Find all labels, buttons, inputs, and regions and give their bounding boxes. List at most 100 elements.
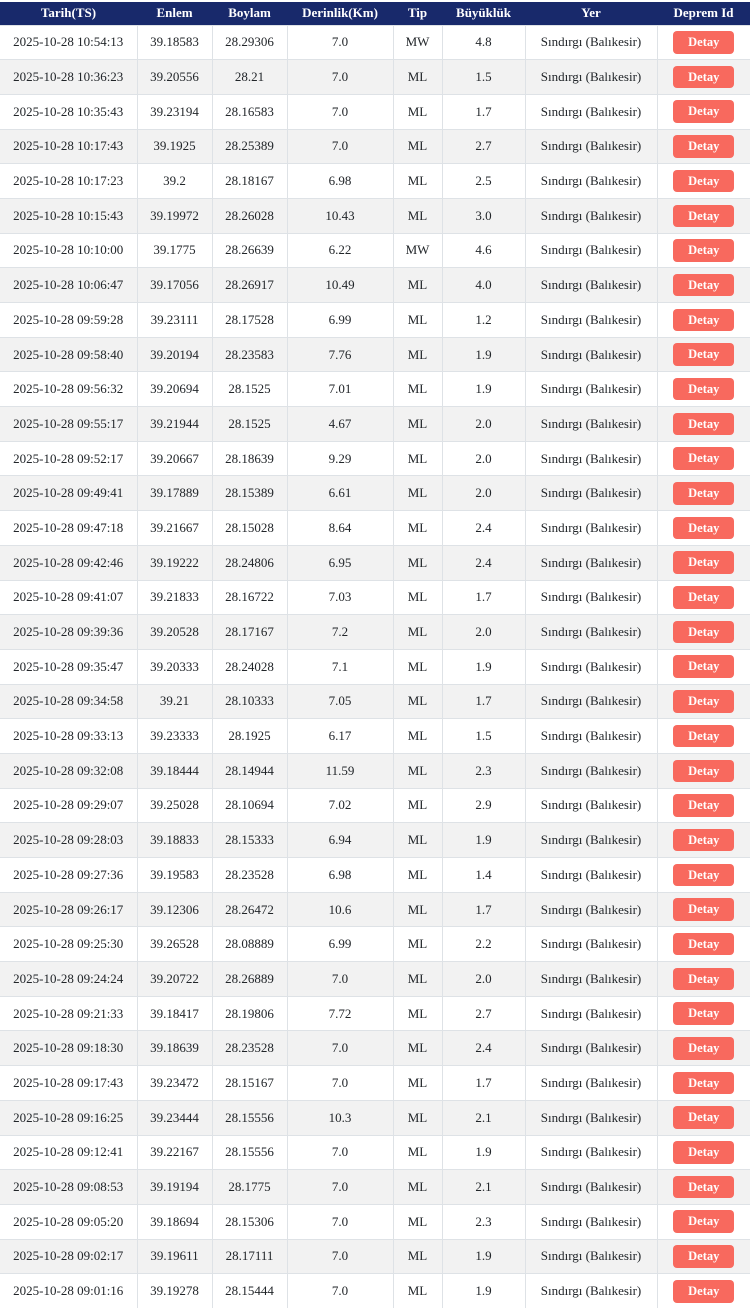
cell-deprem-id: Detay [656,1169,750,1205]
detay-button[interactable]: Detay [673,551,735,574]
cell-boylam: 28.26639 [211,232,288,269]
cell-tarih: 2025-10-28 09:35:47 [0,648,138,685]
cell-yer: Sındırgı (Balıkesir) [524,718,658,754]
cell-tip: ML [392,1134,443,1171]
cell-tip: ML [392,93,443,130]
cell-derinlik: 6.17 [286,718,394,754]
cell-enlem: 39.19611 [136,1238,213,1275]
cell-derinlik: 6.61 [286,475,394,512]
cell-yer: Sındırgı (Balıkesir) [524,1134,658,1171]
cell-tip: ML [392,857,443,893]
detay-button[interactable]: Detay [673,1071,735,1095]
cell-tarih: 2025-10-28 09:27:36 [0,857,138,893]
column-header-enlem: Enlem [137,2,212,25]
cell-buyukluk: 2.9 [441,787,526,824]
detay-button[interactable]: Detay [673,863,735,887]
cell-tip: MW [392,232,443,269]
detay-button[interactable]: Detay [673,65,735,89]
cell-derinlik: 7.1 [286,648,394,685]
cell-tarih: 2025-10-28 09:41:07 [0,579,138,616]
detay-button[interactable]: Detay [673,377,735,401]
detay-button[interactable]: Detay [673,343,735,366]
detay-button[interactable]: Detay [673,169,735,193]
detay-button[interactable]: Detay [673,898,735,921]
detay-button[interactable]: Detay [673,100,735,123]
cell-buyukluk: 1.5 [441,718,526,754]
cell-tip: ML [392,510,443,546]
cell-buyukluk: 2.2 [441,926,526,963]
cell-yer: Sındırgı (Balıkesir) [524,926,658,963]
table-header-row: Tarih(TS) Enlem Boylam Derinlik(Km) Tip … [0,2,750,25]
detay-button[interactable]: Detay [673,1280,735,1303]
cell-buyukluk: 2.5 [441,163,526,199]
cell-buyukluk: 1.7 [441,1065,526,1101]
cell-buyukluk: 1.9 [441,336,526,373]
cell-tarih: 2025-10-28 09:33:13 [0,718,138,754]
cell-boylam: 28.26028 [211,197,288,234]
detay-button[interactable]: Detay [673,204,735,228]
cell-buyukluk: 4.6 [441,232,526,269]
table-row: 2025-10-28 09:41:07 39.21833 28.16722 7.03 M… [0,579,750,616]
detay-button[interactable]: Detay [673,620,735,644]
detay-button[interactable]: Detay [673,135,735,158]
cell-derinlik: 6.98 [286,857,394,893]
detay-button[interactable]: Detay [673,1141,735,1164]
detay-button[interactable]: Detay [673,412,735,436]
column-header-tip: Tip [393,2,442,25]
cell-buyukluk: 1.7 [441,683,526,720]
cell-tip: ML [392,267,443,303]
detay-button[interactable]: Detay [673,308,735,332]
cell-tarih: 2025-10-28 09:29:07 [0,787,138,824]
cell-enlem: 39.20694 [136,371,213,408]
cell-yer: Sındırgı (Balıkesir) [524,406,658,442]
detay-button[interactable]: Detay [673,1175,735,1199]
table-row: 2025-10-28 09:16:25 39.23444 28.15556 10.3 M… [0,1099,750,1136]
detay-button[interactable]: Detay [673,273,735,297]
detay-button[interactable]: Detay [673,1106,735,1129]
detay-button[interactable]: Detay [673,1245,735,1268]
detay-button[interactable]: Detay [673,794,735,817]
cell-tip: ML [392,683,443,720]
detay-button[interactable]: Detay [673,586,735,609]
cell-tip: ML [392,371,443,408]
detay-button[interactable]: Detay [673,967,735,991]
cell-derinlik: 10.6 [286,891,394,928]
cell-enlem: 39.21944 [136,406,213,442]
cell-enlem: 39.19222 [136,544,213,581]
cell-tarih: 2025-10-28 09:21:33 [0,995,138,1032]
cell-tip: ML [392,1099,443,1136]
cell-tarih: 2025-10-28 09:32:08 [0,752,138,789]
cell-yer: Sındırgı (Balıkesir) [524,128,658,165]
cell-buyukluk: 1.9 [441,822,526,858]
cell-buyukluk: 1.9 [441,1134,526,1171]
cell-deprem-id: Detay [656,1030,750,1067]
detay-button[interactable]: Detay [673,690,735,713]
cell-buyukluk: 1.9 [441,1238,526,1275]
detay-button[interactable]: Detay [673,1037,735,1060]
cell-boylam: 28.23528 [211,1030,288,1067]
cell-enlem: 39.20528 [136,614,213,650]
detay-button[interactable]: Detay [673,516,735,540]
cell-derinlik: 6.98 [286,163,394,199]
detay-button[interactable]: Detay [673,1210,735,1233]
detay-button[interactable]: Detay [673,932,735,956]
cell-yer: Sındırgı (Balıkesir) [524,1169,658,1205]
cell-tarih: 2025-10-28 09:01:16 [0,1273,138,1309]
detay-button[interactable]: Detay [673,31,735,54]
cell-deprem-id: Detay [656,1273,750,1309]
detay-button[interactable]: Detay [673,482,735,505]
detay-button[interactable]: Detay [673,724,735,748]
detay-button[interactable]: Detay [673,759,735,783]
cell-boylam: 28.17111 [211,1238,288,1275]
column-header-deprem-id: Deprem Id [657,2,750,25]
cell-buyukluk: 1.4 [441,857,526,893]
cell-tip: ML [392,440,443,477]
detay-button[interactable]: Detay [673,655,735,678]
cell-yer: Sındırgı (Balıkesir) [524,579,658,616]
cell-buyukluk: 4.8 [441,24,526,61]
detay-button[interactable]: Detay [673,447,735,470]
detay-button[interactable]: Detay [673,828,735,852]
table-row: 2025-10-28 10:17:43 39.1925 28.25389 7.0 ML 2… [0,128,750,165]
detay-button[interactable]: Detay [673,239,735,262]
detay-button[interactable]: Detay [673,1002,735,1025]
